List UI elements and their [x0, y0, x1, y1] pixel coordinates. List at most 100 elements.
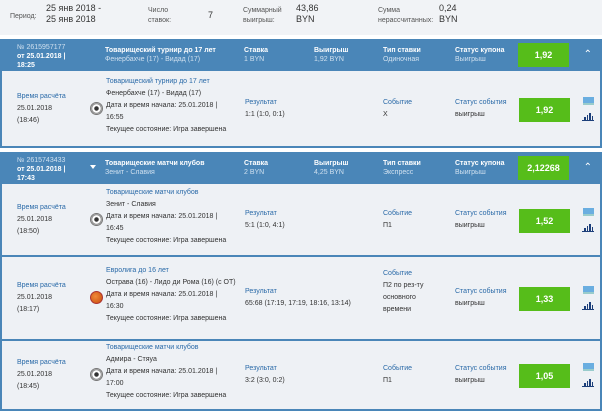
result-value: 65:68 (17:19, 17:19, 18:16, 13:14)	[245, 300, 351, 307]
stake-label: Ставка	[244, 47, 269, 54]
win-value: 1,92 BYN	[314, 56, 344, 63]
coupon-odds: 1,92	[518, 43, 569, 67]
soccer-ball-icon	[90, 368, 103, 381]
chevron-up-icon[interactable]: ⌃	[583, 49, 592, 60]
statistics-icon[interactable]	[582, 112, 594, 121]
event-row: Время расчёта 25.01.2018 (18:17) Евролига …	[0, 257, 602, 341]
event-odds: 1,33	[519, 287, 570, 311]
period-label: Период:	[10, 13, 37, 20]
result-value: 5:1 (1:0, 4:1)	[245, 221, 285, 229]
chevron-up-icon[interactable]: ⌃	[583, 162, 592, 173]
bet-type-value: Одиночная	[383, 56, 420, 63]
period-value: 25 янв 2018 - 25 янв 2018	[46, 3, 102, 24]
win-label: Выигрыш	[314, 47, 349, 54]
live-monitor-icon[interactable]	[583, 286, 594, 294]
start-time: Дата и время начала: 25.01.2018 | 16:55	[106, 101, 218, 121]
game-state: Текущее состояние: Игра завершена	[106, 125, 227, 133]
result-value: 3:2 (3:0, 0:2)	[245, 377, 285, 384]
event-status-value: выигрыш	[455, 300, 485, 307]
calc-date: 25.01.2018	[17, 104, 53, 112]
result-label: Результат	[245, 288, 277, 295]
result-label: Результат	[245, 209, 277, 217]
event-value: П1	[383, 221, 392, 229]
soccer-ball-icon	[90, 101, 103, 115]
coupon-status-label: Статус купона	[455, 47, 505, 54]
live-monitor-icon[interactable]	[583, 96, 594, 105]
stake-value: 1 BYN	[244, 56, 265, 63]
basketball-ball-icon	[90, 291, 103, 304]
result-value: 1:1 (1:0, 0:1)	[245, 110, 285, 118]
game-state: Текущее состояние: Игра завершена	[106, 315, 227, 322]
coupon-header[interactable]: № 2615743433 от 25.01.2018 | 17:43 Товари…	[0, 152, 602, 184]
match-name: Фенербахче (17) - Видад (17)	[106, 89, 202, 97]
statistics-icon[interactable]	[582, 378, 594, 387]
event-status-value: выигрыш	[455, 377, 485, 384]
statistics-icon[interactable]	[582, 223, 594, 232]
event-odds: 1,05	[519, 364, 570, 388]
event-status-label: Статус события	[455, 365, 507, 372]
count-value: 7	[208, 10, 214, 20]
calc-time: (18:45)	[17, 383, 40, 390]
event-label: Событие	[383, 365, 412, 372]
coupon-odds: 2,12268	[518, 156, 569, 180]
win-label: Суммарный выигрыш:	[243, 7, 282, 24]
event-row: Время расчёта 25.01.2018 (18:50) Товарищес…	[0, 184, 602, 257]
result-label: Результат	[245, 98, 277, 106]
summary-bar: Период: 25 янв 2018 - 25 янв 2018 Число …	[0, 0, 602, 35]
calc-time-label: Время расчёта	[17, 282, 66, 289]
calc-date: 25.01.2018	[17, 294, 53, 301]
bet-type-label: Тип ставки	[383, 47, 421, 54]
start-time: Дата и время начала: 25.01.2018 | 17:00	[106, 368, 218, 387]
win-label: Выигрыш	[314, 160, 349, 167]
unsettled-label: Сумма нерассчитанных:	[378, 7, 434, 24]
event-status-label: Статус события	[455, 98, 507, 106]
coupon-match: Зенит - Славия	[105, 169, 155, 176]
league-name[interactable]: Евролига до 16 лет	[106, 267, 169, 274]
game-state: Текущее состояние: Игра завершена	[106, 392, 227, 399]
event-label: Событие	[383, 209, 412, 217]
calc-time: (18:50)	[17, 227, 40, 235]
league-name[interactable]: Товарищеский турнир до 17 лет	[106, 77, 210, 85]
calc-date: 25.01.2018	[17, 215, 53, 223]
coupon-title: Товарищеский турнир до 17 лет	[105, 47, 216, 54]
coupon-number: № 2615743433	[17, 157, 66, 164]
live-monitor-icon[interactable]	[583, 363, 594, 371]
calc-time-label: Время расчёта	[17, 203, 66, 211]
coupon-match: Фенербахче (17) - Видад (17)	[105, 56, 201, 63]
coupon-date: от 25.01.2018 | 18:25	[17, 53, 66, 69]
soccer-ball-icon	[90, 212, 103, 226]
event-row: Время расчёта 25.01.2018 (18:46) Товарищес…	[0, 71, 602, 148]
event-label: Событие	[383, 270, 412, 277]
unsettled-value: 0,24 BYN	[439, 3, 458, 24]
match-name: Адмира - Стяуа	[106, 356, 157, 363]
match-name: Зенит - Славия	[106, 200, 156, 208]
start-time: Дата и время начала: 25.01.2018 | 16:30	[106, 291, 218, 310]
event-status-value: выигрыш	[455, 221, 485, 229]
bet-type-value: Экспресс	[383, 169, 414, 176]
calc-time-label: Время расчёта	[17, 359, 66, 366]
league-name[interactable]: Товарищеские матчи клубов	[106, 188, 199, 196]
calc-date: 25.01.2018	[17, 371, 53, 378]
coupon-status-label: Статус купона	[455, 160, 505, 167]
event-odds: 1,52	[519, 208, 570, 233]
event-row: Время расчёта 25.01.2018 (18:45) Товарищес…	[0, 341, 602, 411]
calc-time-label: Время расчёта	[17, 92, 66, 100]
match-name: Острава (16) - Лидо ди Рома (16) (с ОТ)	[106, 279, 236, 286]
league-name[interactable]: Товарищеские матчи клубов	[106, 344, 199, 351]
stake-label: Ставка	[244, 160, 269, 167]
event-status-label: Статус события	[455, 288, 507, 295]
win-value: 4,25 BYN	[314, 169, 344, 176]
count-label: Число ставок:	[148, 7, 172, 24]
start-time: Дата и время начала: 25.01.2018 | 16:45	[106, 212, 218, 232]
coupon-number: № 2615957177	[17, 44, 66, 51]
caret-down-icon[interactable]	[90, 165, 96, 172]
event-value: X	[383, 110, 388, 118]
coupon-date: от 25.01.2018 | 17:43	[17, 166, 66, 182]
calc-time: (18:46)	[17, 116, 40, 124]
statistics-icon[interactable]	[582, 301, 594, 310]
event-status-value: выигрыш	[455, 110, 485, 118]
coupon-status-value: Выигрыш	[455, 56, 486, 63]
coupon-header[interactable]: № 2615957177 от 25.01.2018 | 18:25 Товари…	[0, 39, 602, 71]
live-monitor-icon[interactable]	[583, 207, 594, 216]
stake-value: 2 BYN	[244, 169, 265, 176]
